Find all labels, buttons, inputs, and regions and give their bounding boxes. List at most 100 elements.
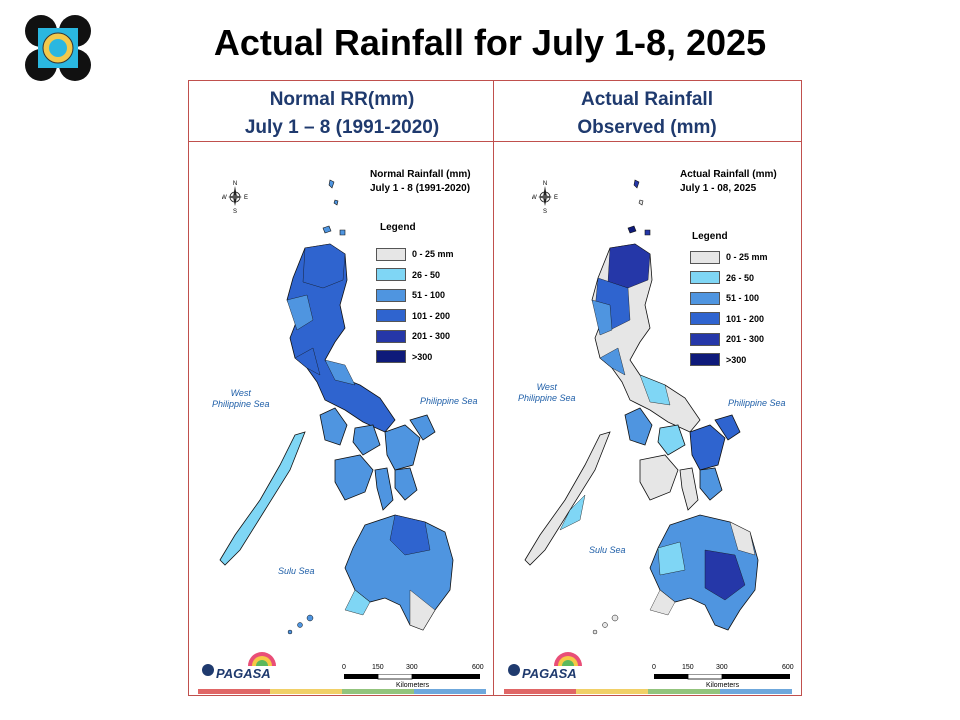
left-map-title-line2: July 1 - 8 (1991-2020): [370, 183, 471, 194]
legend-swatch: [376, 247, 406, 261]
left-legend-item: 26 - 50: [376, 268, 440, 282]
left-rainfall-map: [219, 179, 454, 635]
legend-label: >300: [412, 351, 433, 362]
legend-swatch: [376, 288, 406, 302]
left-sea-west: West Philippine Sea: [212, 388, 270, 410]
left-scale-tick-0: 0: [342, 664, 346, 671]
right-scale-ticks: 0 150 300 600: [650, 664, 794, 674]
right-compass-icon: N S W E: [531, 178, 558, 215]
right-pagasa-logo-icon: PAGASA: [506, 650, 586, 691]
footer-stripe-segment: [720, 689, 792, 694]
legend-label: 51 - 100: [726, 293, 760, 303]
right-scale-tick-1: 150: [682, 664, 694, 671]
legend-swatch: [690, 353, 720, 366]
footer-stripe-segment: [576, 689, 648, 694]
svg-text:E: E: [244, 195, 248, 201]
right-scale-tick-2: 300: [716, 664, 728, 671]
legend-label: 201 - 300: [412, 331, 451, 341]
left-legend-item: 51 - 100: [376, 288, 445, 302]
left-pagasa-logo-icon: PAGASA: [200, 650, 280, 691]
panels-frame: [188, 80, 802, 696]
left-scale-graphic: [344, 674, 480, 680]
right-sea-west-line2: Philippine Sea: [518, 393, 576, 403]
svg-text:S: S: [543, 209, 547, 214]
svg-text:E: E: [554, 195, 558, 201]
right-panel-header: Actual Rainfall Observed (mm): [497, 86, 797, 142]
right-header-line2: Observed (mm): [577, 117, 717, 138]
left-panel-header: Normal RR(mm) July 1 – 8 (1991-2020): [192, 86, 492, 142]
legend-label: 26 - 50: [412, 269, 441, 280]
left-pagasa-label: PAGASA: [216, 666, 271, 681]
left-map-title: Normal Rainfall (mm) July 1 - 8 (1991-20…: [370, 168, 471, 196]
svg-text:W: W: [222, 195, 227, 201]
right-map-title-line2: July 1 - 08, 2025: [680, 183, 757, 194]
svg-text:N: N: [543, 181, 547, 187]
left-map-title-line1: Normal Rainfall (mm): [370, 169, 471, 180]
right-legend-item: 201 - 300: [690, 332, 764, 346]
right-map-title: Actual Rainfall (mm) July 1 - 08, 2025: [680, 168, 777, 196]
right-sea-west-line1: West: [536, 382, 557, 392]
legend-label: 0 - 25 mm: [412, 249, 454, 259]
right-legend-item: 51 - 100: [690, 291, 759, 305]
left-sea-west-line1: West: [230, 388, 251, 398]
right-legend-item: 26 - 50: [690, 271, 754, 285]
slide-title: Actual Rainfall for July 1-8, 2025: [213, 22, 767, 63]
footer-stripe-segment: [648, 689, 720, 694]
left-scale-unit: Kilometers: [396, 682, 430, 689]
header-divider: [188, 141, 802, 142]
right-legend-title: Legend: [692, 231, 728, 242]
left-legend-item: >300: [376, 350, 432, 364]
svg-text:N: N: [233, 181, 237, 187]
legend-swatch: [690, 332, 720, 346]
legend-label: 51 - 100: [412, 290, 446, 300]
left-scale-tick-2: 300: [406, 664, 418, 671]
right-rainfall-map: [524, 179, 759, 635]
legend-swatch: [690, 312, 720, 325]
left-legend-item: 0 - 25 mm: [376, 247, 454, 261]
left-header-line1: Normal RR(mm): [269, 89, 415, 110]
right-scale-tick-0: 0: [652, 664, 656, 671]
right-legend-item: 0 - 25 mm: [690, 250, 768, 264]
footer-stripe-segment: [504, 689, 576, 694]
left-scale-ticks: 0 150 300 600: [340, 664, 484, 674]
right-sea-west: West Philippine Sea: [518, 382, 576, 404]
right-map-title-line1: Actual Rainfall (mm): [680, 169, 777, 180]
left-header-line2: July 1 – 8 (1991-2020): [244, 117, 440, 138]
left-legend-item: 101 - 200: [376, 309, 450, 323]
legend-label: 101 - 200: [412, 310, 451, 321]
legend-swatch: [376, 268, 406, 281]
left-legend-item: 201 - 300: [376, 329, 450, 343]
pagasa-logo-icon: [24, 14, 92, 82]
right-scale-tick-3: 600: [782, 664, 794, 671]
footer-stripe-segment: [342, 689, 414, 694]
footer-stripe-segment: [414, 689, 486, 694]
legend-label: 26 - 50: [726, 272, 755, 283]
left-sea-south: Sulu Sea: [278, 566, 315, 576]
right-legend-item: >300: [690, 353, 746, 367]
footer-stripe-segment: [198, 689, 270, 694]
legend-swatch: [376, 309, 406, 322]
left-compass-icon: N S W E: [221, 178, 248, 215]
legend-swatch: [690, 271, 720, 284]
left-scale-tick-3: 600: [472, 664, 484, 671]
legend-swatch: [690, 250, 720, 264]
right-sea-south: Sulu Sea: [589, 545, 626, 555]
legend-label: >300: [726, 354, 747, 365]
svg-text:S: S: [233, 209, 237, 214]
legend-label: 201 - 300: [726, 334, 765, 344]
panel-divider: [493, 80, 494, 696]
svg-text:W: W: [532, 195, 537, 201]
right-legend-item: 101 - 200: [690, 312, 764, 326]
legend-label: 101 - 200: [726, 313, 765, 324]
left-scale-tick-1: 150: [372, 664, 384, 671]
right-pagasa-label: PAGASA: [522, 666, 577, 681]
left-sea-west-line2: Philippine Sea: [212, 399, 270, 409]
legend-label: 0 - 25 mm: [726, 252, 768, 262]
left-sea-east: Philippine Sea: [420, 396, 478, 406]
right-header-line1: Actual Rainfall: [581, 89, 713, 110]
right-scale-graphic: [654, 674, 790, 680]
right-sea-east: Philippine Sea: [728, 398, 786, 408]
legend-swatch: [376, 350, 406, 363]
footer-stripe-segment: [270, 689, 342, 694]
legend-swatch: [690, 291, 720, 305]
